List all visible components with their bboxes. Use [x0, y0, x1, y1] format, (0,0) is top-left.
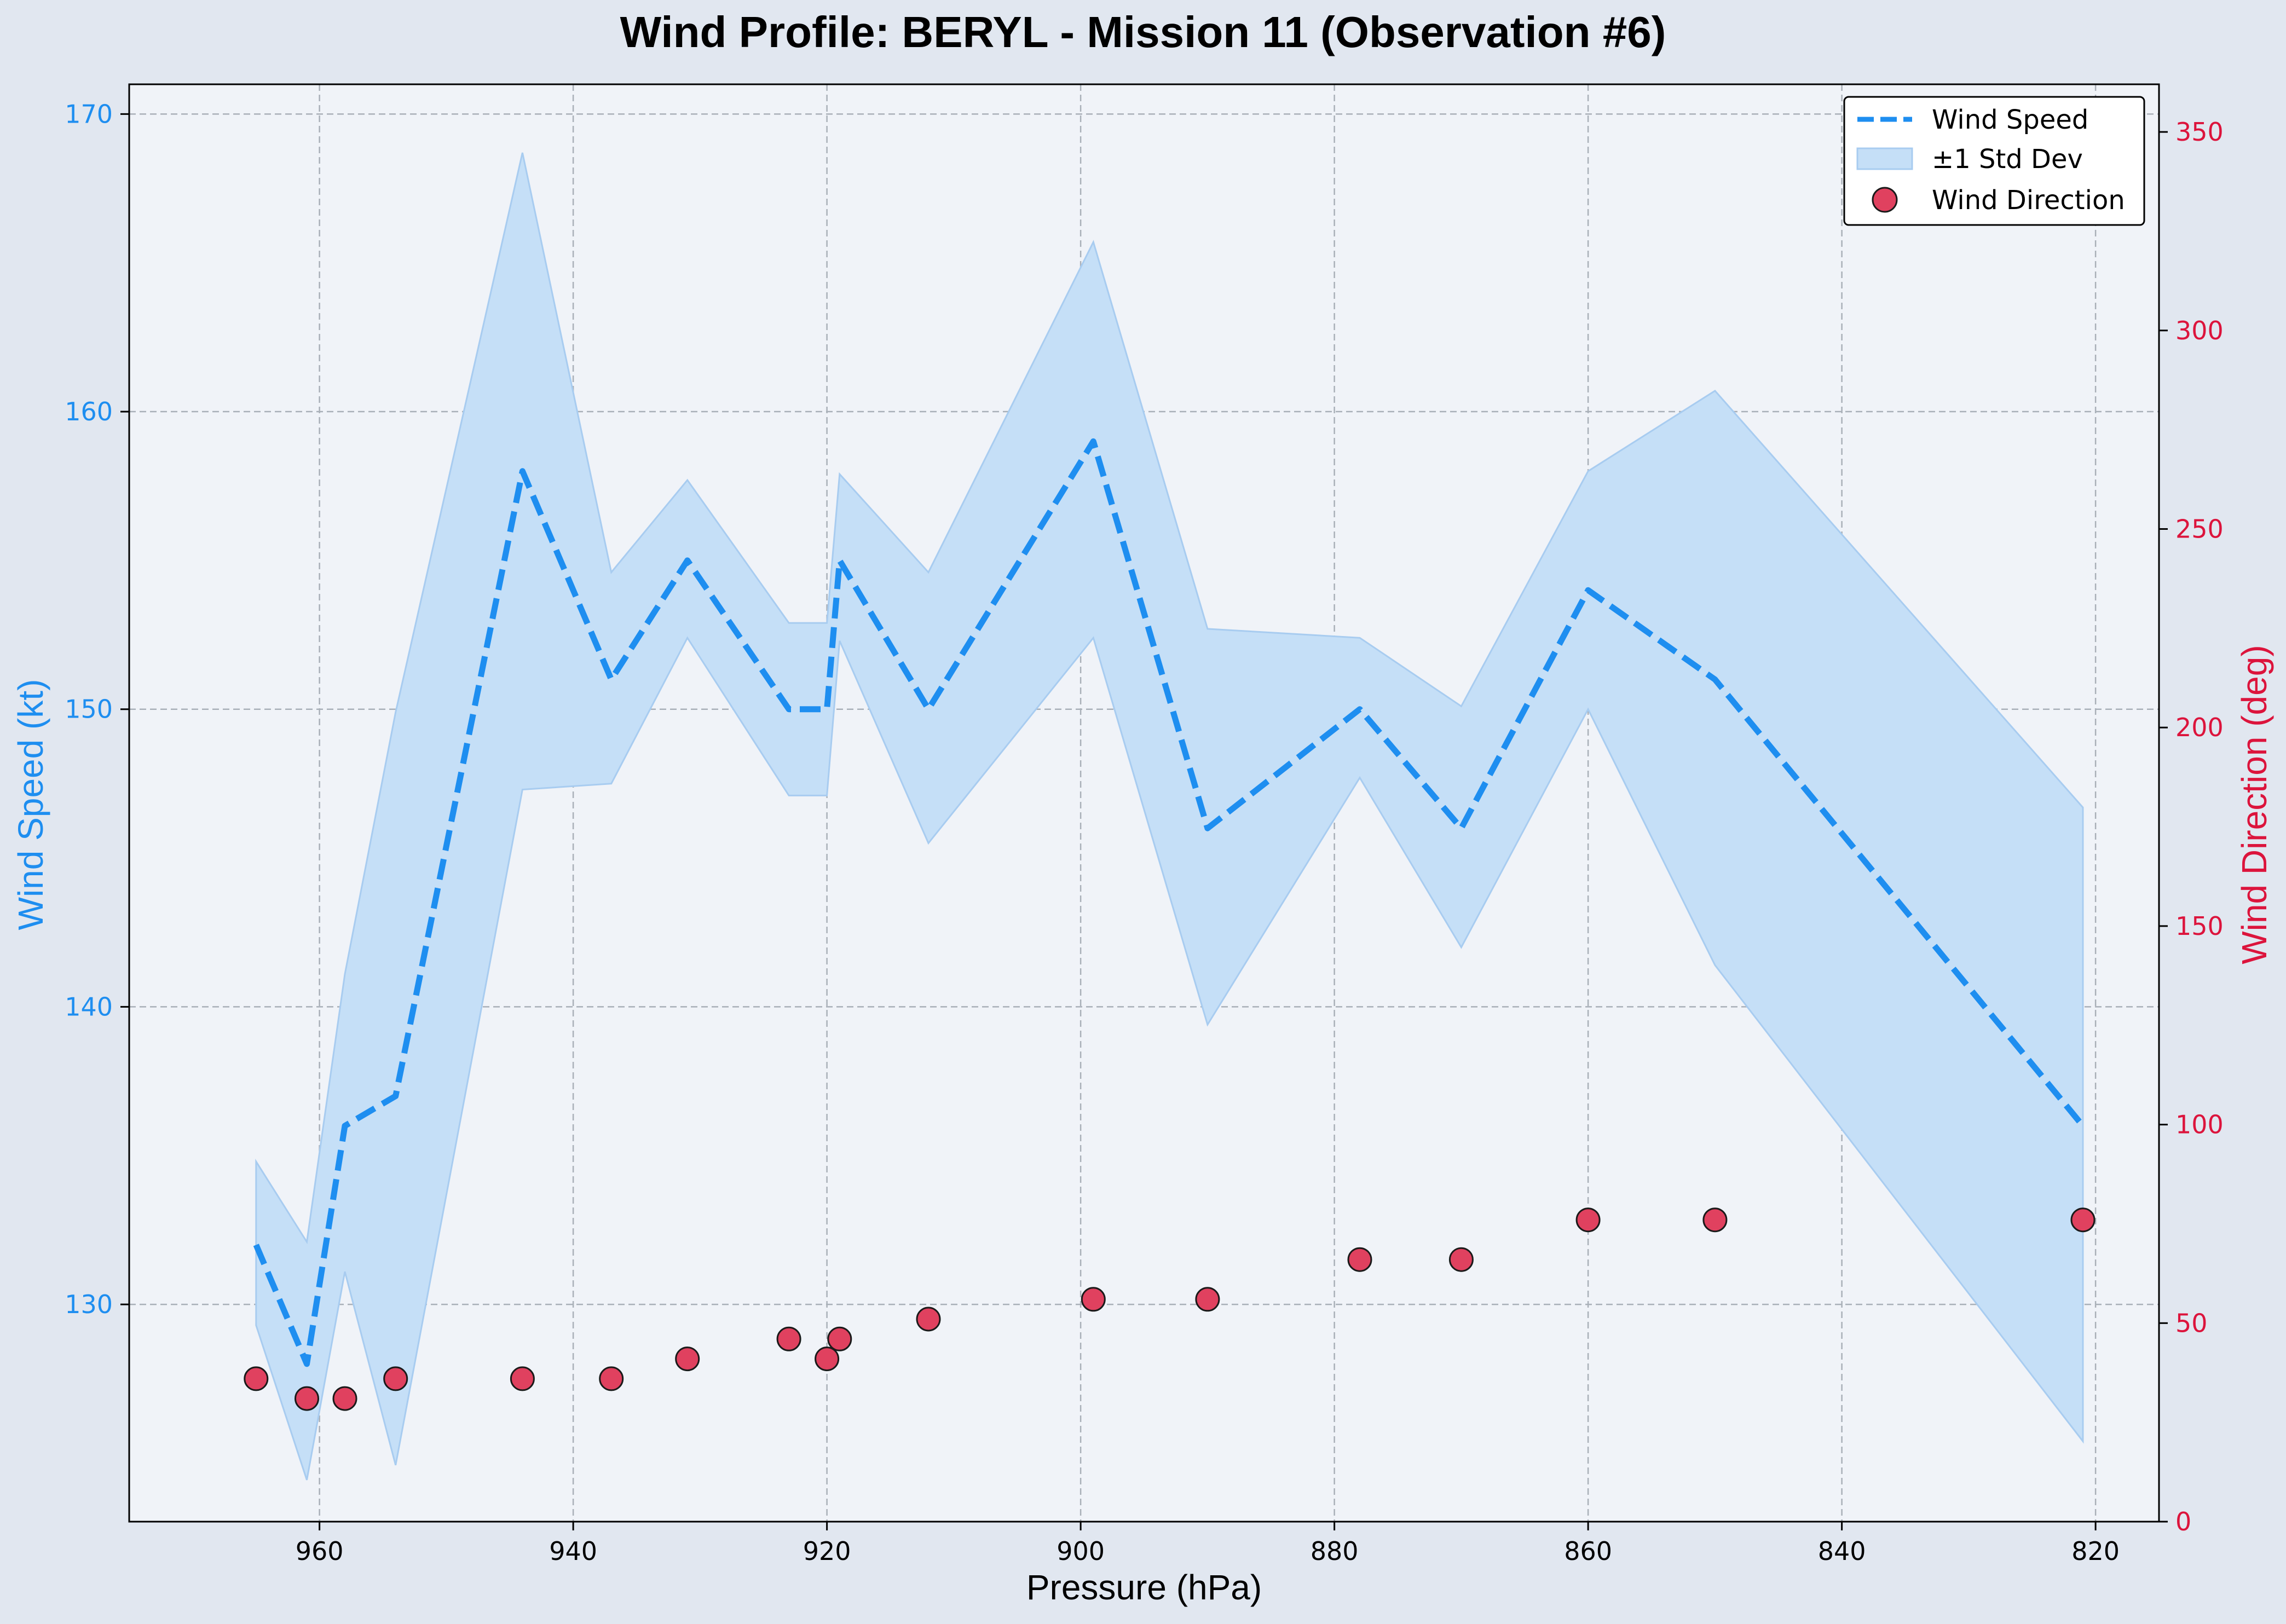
- legend-std-dev-label: ±1 Std Dev: [1932, 144, 2083, 175]
- legend-wind-direction-swatch: [1872, 187, 1898, 213]
- wind-direction-point: [827, 1326, 852, 1351]
- wind-direction-point: [1448, 1247, 1474, 1272]
- x-axis-label: Pressure (hPa): [1026, 1568, 1262, 1607]
- left-y-tick-label: 150: [65, 695, 113, 724]
- right-y-tick-label: 100: [2175, 1110, 2224, 1140]
- wind-direction-point: [1195, 1287, 1220, 1312]
- right-y-tick-label: 50: [2175, 1308, 2208, 1338]
- legend-box: [1843, 96, 2145, 226]
- wind-direction-point: [916, 1307, 941, 1332]
- wind-direction-point: [295, 1386, 319, 1411]
- x-tick-label: 960: [296, 1536, 344, 1566]
- wind-direction-point: [1575, 1207, 1601, 1233]
- chart-title: Wind Profile: BERYL - Mission 11 (Observ…: [620, 8, 1666, 56]
- x-tick-label: 860: [1564, 1536, 1612, 1566]
- wind-direction-point: [599, 1366, 624, 1391]
- left-y-tick-label: 170: [65, 99, 113, 129]
- legend-wind-speed-label: Wind Speed: [1932, 105, 2088, 135]
- wind-direction-point: [815, 1346, 840, 1372]
- plot-frame: [128, 83, 2160, 1523]
- right-y-axis-ticks: 0 50 100 150 200 250 300 350: [2159, 117, 2224, 1536]
- right-y-tick-label: 0: [2175, 1507, 2191, 1536]
- wind-speed-line: [253, 438, 2086, 1367]
- x-axis-ticks: 960 940 920 900 880 860 840 820: [296, 1522, 2120, 1566]
- right-y-tick-label: 200: [2175, 713, 2224, 742]
- left-y-tick-label: 130: [65, 1290, 113, 1319]
- std-dev-band: [255, 152, 2084, 1481]
- x-tick-label: 840: [1818, 1536, 1866, 1566]
- legend-std-dev-swatch: [1856, 147, 1913, 170]
- legend-wind-direction-label: Wind Direction: [1932, 185, 2125, 216]
- wind-direction-point: [510, 1366, 535, 1391]
- x-tick-label: 900: [1057, 1536, 1105, 1566]
- left-y-tick-label: 140: [65, 992, 113, 1021]
- wind-speed-series-line: [253, 438, 2086, 1367]
- x-tick-label: 820: [2071, 1536, 2120, 1566]
- wind-direction-point: [244, 1366, 269, 1391]
- wind-direction-point: [332, 1386, 357, 1411]
- wind-direction-point: [675, 1346, 700, 1372]
- wind-direction-point: [1081, 1287, 1106, 1312]
- right-y-tick-label: 250: [2175, 514, 2224, 544]
- x-tick-label: 940: [549, 1536, 597, 1566]
- right-y-tick-label: 150: [2175, 911, 2224, 941]
- left-y-axis-ticks: 130 140 150 160 170: [65, 99, 129, 1319]
- x-tick-label: 880: [1311, 1536, 1359, 1566]
- wind-direction-point: [2070, 1207, 2096, 1233]
- wind-direction-point: [1702, 1207, 1728, 1233]
- wind-direction-points: [244, 1207, 2096, 1411]
- wind-direction-point: [1347, 1247, 1372, 1272]
- x-tick-label: 920: [803, 1536, 851, 1566]
- legend: Wind Speed ±1 Std Dev Wind Direction: [1843, 96, 2145, 226]
- wind-direction-point: [776, 1326, 801, 1351]
- right-y-tick-label: 350: [2175, 117, 2224, 147]
- std-dev-area: [255, 152, 2084, 1481]
- left-y-axis-label: Wind Speed (kt): [11, 679, 50, 931]
- right-y-axis-label: Wind Direction (deg): [2235, 645, 2274, 964]
- wind-direction-point: [383, 1366, 408, 1391]
- right-y-tick-label: 300: [2175, 316, 2224, 345]
- left-y-tick-label: 160: [65, 397, 113, 426]
